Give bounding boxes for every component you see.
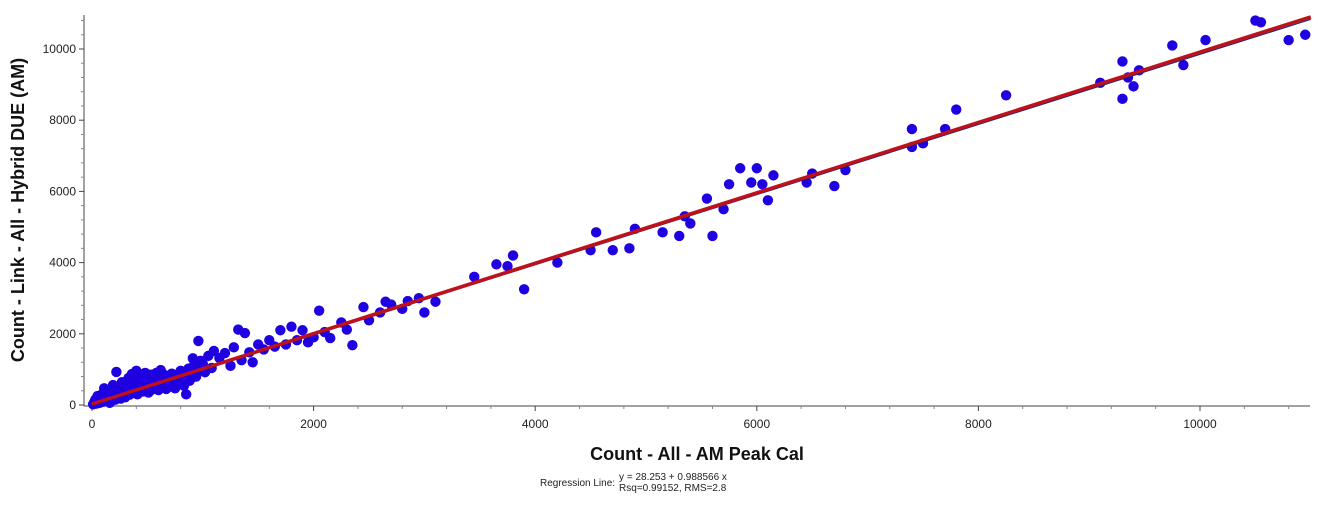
- data-point: [768, 170, 779, 181]
- data-point: [624, 243, 635, 254]
- data-point: [193, 335, 204, 347]
- data-point: [247, 357, 258, 368]
- data-point: [1300, 29, 1311, 40]
- data-point: [239, 327, 251, 339]
- y-tick-label: 10000: [43, 42, 77, 56]
- data-point: [1178, 59, 1189, 71]
- y-tick-marks: [79, 20, 84, 406]
- data-point: [325, 332, 336, 344]
- data-point: [208, 345, 220, 357]
- regression-label: Regression Line:: [540, 477, 616, 489]
- x-tick-label: 0: [89, 417, 96, 431]
- data-point: [757, 179, 768, 190]
- regression-lines: [91, 15, 1312, 406]
- data-point: [358, 301, 369, 313]
- data-point: [430, 296, 441, 307]
- data-point: [590, 227, 602, 238]
- data-point: [1283, 34, 1294, 46]
- x-tick-labels: 0 2000 4000 6000 8000 10000: [89, 417, 1217, 431]
- data-point: [951, 104, 962, 115]
- data-point: [286, 321, 297, 332]
- y-tick-label: 2000: [49, 327, 76, 341]
- data-point: [180, 389, 192, 400]
- y-tick-label: 6000: [49, 184, 76, 198]
- data-point: [507, 250, 519, 261]
- data-point: [228, 342, 240, 353]
- regression-equation: y = 28.253 + 0.988566 x: [619, 472, 727, 483]
- data-point: [419, 307, 430, 318]
- regression-annotation: Regression Line: y = 28.253 + 0.988566 x…: [540, 472, 727, 494]
- data-point: [751, 163, 762, 174]
- data-point: [313, 305, 325, 316]
- y-tick-label: 8000: [49, 113, 76, 127]
- x-axis: 0 2000 4000 6000 8000 10000: [84, 405, 1310, 431]
- regression-line: [91, 15, 1312, 406]
- data-point: [906, 123, 918, 135]
- data-point: [469, 271, 480, 283]
- x-tick-label: 6000: [743, 417, 770, 431]
- data-point: [1117, 93, 1128, 105]
- data-point: [734, 163, 746, 174]
- data-point: [347, 339, 358, 351]
- data-point: [1255, 17, 1267, 28]
- data-point: [718, 204, 729, 215]
- data-point: [1117, 56, 1128, 67]
- y-tick-labels: 0 2000 4000 6000 8000 10000: [43, 42, 77, 412]
- data-point: [701, 193, 713, 204]
- x-tick-label: 4000: [522, 417, 549, 431]
- data-point: [674, 230, 685, 242]
- data-point: [707, 230, 718, 242]
- data-point: [225, 360, 236, 372]
- data-point: [518, 284, 530, 295]
- data-point: [491, 259, 502, 270]
- data-point: [746, 177, 757, 188]
- y-tick-label: 4000: [49, 256, 76, 270]
- x-axis-title: Count - All - AM Peak Cal: [590, 444, 804, 464]
- data-point: [1000, 90, 1012, 101]
- x-tick-marks: [91, 406, 1290, 411]
- data-point: [723, 179, 735, 190]
- data-point: [111, 366, 122, 378]
- data-point: [552, 257, 563, 268]
- data-point: [1200, 34, 1211, 46]
- data-point: [297, 325, 308, 336]
- data-point: [685, 218, 696, 229]
- regression-stats: Rsq=0.99152, RMS=2.8: [619, 483, 727, 494]
- data-point: [1167, 40, 1178, 51]
- x-tick-label: 8000: [965, 417, 992, 431]
- y-axis-title: Count - Link - All - Hybrid DUE (AM): [8, 58, 28, 362]
- data-point: [762, 195, 774, 206]
- data-point: [657, 227, 668, 238]
- data-point: [607, 244, 618, 256]
- x-tick-label: 10000: [1183, 417, 1217, 431]
- data-point: [341, 324, 353, 335]
- data-point: [502, 260, 513, 272]
- y-axis: 0 2000 4000 6000 8000 10000: [43, 15, 85, 412]
- data-point: [275, 325, 286, 336]
- data-point: [1128, 81, 1139, 92]
- x-tick-label: 2000: [300, 417, 327, 431]
- scatter-plot: 0 2000 4000 6000 8000 10000 0 2000 4000 6000 8000…: [8, 15, 1312, 464]
- y-tick-label: 0: [69, 398, 76, 412]
- data-point: [829, 180, 840, 192]
- data-point: [219, 347, 231, 359]
